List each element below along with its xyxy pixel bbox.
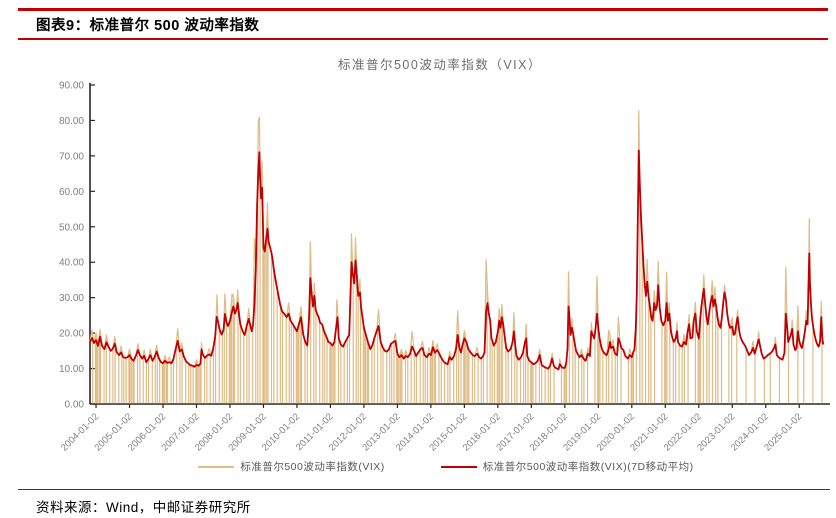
y-tick-label: 20.00 (59, 329, 84, 340)
y-tick-label: 30.00 (59, 293, 84, 304)
legend-swatch-vix-ma-line (440, 465, 477, 468)
legend-item-vix-ma: 标准普尔500波动率指数(VIX)(7D移动平均) (440, 459, 694, 474)
y-tick-label: 60.00 (59, 187, 84, 198)
y-tick-label: 40.00 (59, 258, 84, 269)
chart-legend: 标准普尔500波动率指数(VIX) 标准普尔500波动率指数(VIX)(7D移动… (0, 459, 836, 474)
legend-swatch-vix-line (198, 465, 235, 468)
y-tick-label: 70.00 (59, 151, 84, 162)
source-label: 资料来源：Wind，中邮证券研究所 (36, 500, 251, 515)
y-tick-label: 90.00 (59, 81, 84, 92)
vix-ma-series-line (89, 149, 825, 371)
legend-label-vix-ma: 标准普尔500波动率指数(VIX)(7D移动平均) (482, 461, 694, 473)
y-tick-label: 0.00 (65, 400, 85, 411)
legend-label-vix: 标准普尔500波动率指数(VIX) (240, 461, 385, 473)
source-rule (18, 489, 830, 491)
header-bottom-rule (18, 38, 828, 40)
header-top-rule (18, 8, 828, 11)
chart-title: 标准普尔500波动率指数（VIX） (337, 58, 542, 72)
figure-caption: 图表9：标准普尔 500 波动率指数 (36, 18, 260, 34)
legend-item-vix: 标准普尔500波动率指数(VIX) (198, 459, 384, 474)
y-tick-label: 50.00 (59, 222, 84, 233)
y-tick-label: 10.00 (59, 364, 84, 375)
y-tick-label: 80.00 (59, 116, 84, 127)
vix-raw-series-line (89, 110, 824, 370)
